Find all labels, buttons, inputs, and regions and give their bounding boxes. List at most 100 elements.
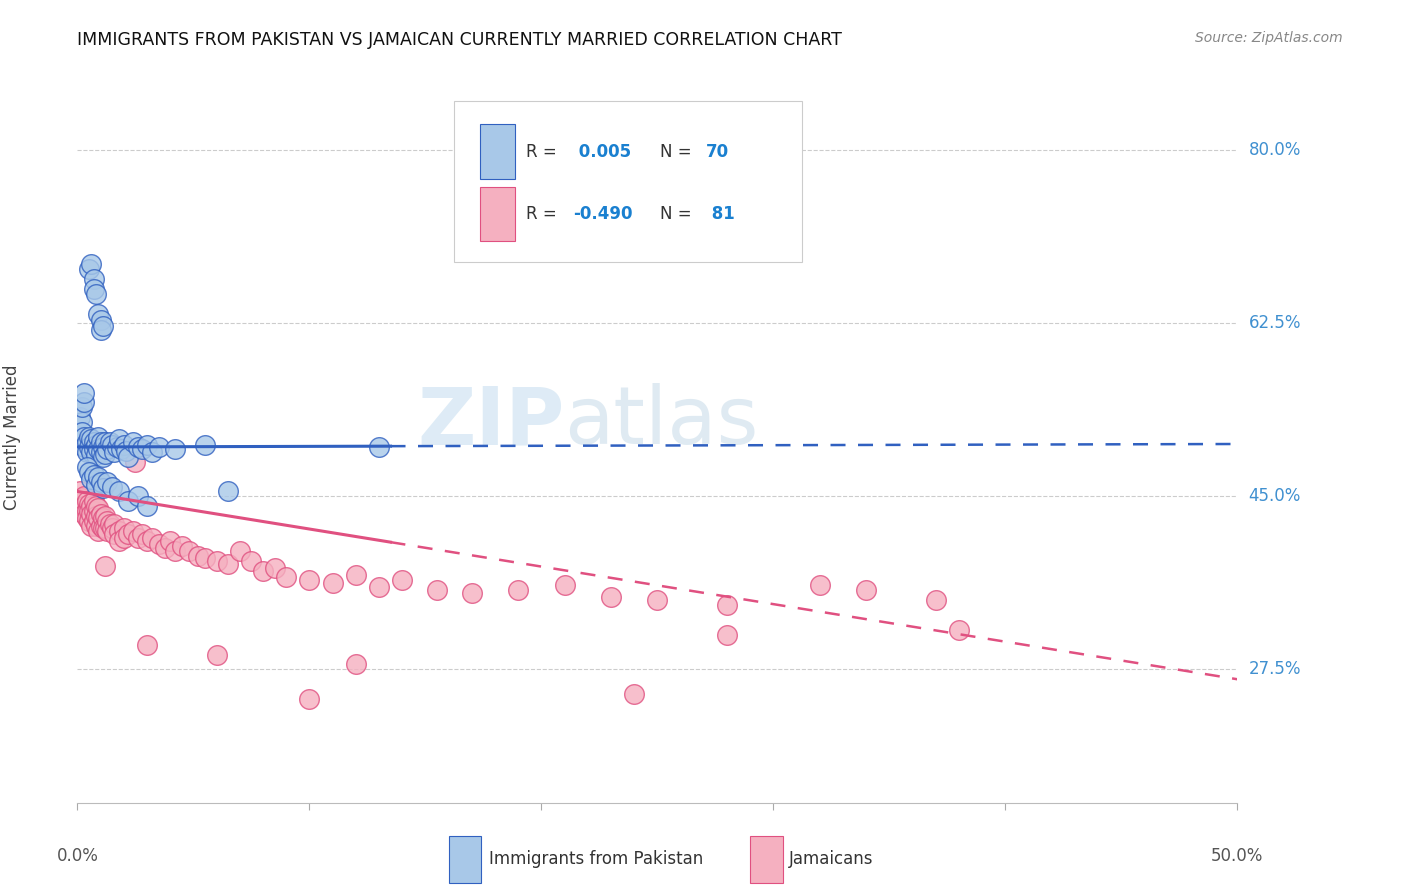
Point bbox=[80, 519, 103, 533]
Point bbox=[87, 511, 110, 525]
Point bbox=[84, 438, 107, 452]
Text: -0.490: -0.490 bbox=[572, 205, 633, 223]
Text: 50.0%: 50.0% bbox=[1211, 847, 1264, 865]
Point bbox=[148, 537, 170, 551]
Point bbox=[124, 455, 146, 469]
Point bbox=[87, 430, 110, 444]
Point bbox=[263, 560, 285, 574]
Point bbox=[73, 440, 96, 454]
Point bbox=[110, 442, 132, 456]
Point bbox=[600, 591, 623, 605]
FancyBboxPatch shape bbox=[449, 836, 481, 883]
Text: 0.005: 0.005 bbox=[572, 143, 631, 161]
Point bbox=[101, 521, 124, 535]
Point bbox=[98, 435, 121, 450]
Point bbox=[141, 531, 163, 545]
Point bbox=[108, 484, 131, 499]
Point bbox=[77, 514, 100, 528]
Point bbox=[426, 583, 449, 598]
Point bbox=[105, 440, 128, 454]
FancyBboxPatch shape bbox=[751, 836, 783, 883]
Point bbox=[84, 509, 107, 524]
Point bbox=[76, 445, 98, 459]
Point bbox=[77, 430, 100, 444]
Point bbox=[135, 533, 157, 548]
Text: R =: R = bbox=[526, 143, 562, 161]
Point bbox=[70, 491, 93, 506]
Text: N =: N = bbox=[659, 205, 696, 223]
Point bbox=[80, 507, 103, 521]
Point bbox=[115, 444, 138, 458]
Point bbox=[90, 435, 111, 450]
Point bbox=[194, 550, 217, 565]
Point bbox=[252, 564, 274, 578]
Point bbox=[131, 527, 153, 541]
Point bbox=[76, 459, 98, 474]
Point bbox=[155, 541, 177, 555]
Point bbox=[83, 514, 105, 528]
Text: 81: 81 bbox=[706, 205, 735, 223]
Point bbox=[73, 489, 96, 503]
Point bbox=[122, 524, 145, 538]
Point bbox=[73, 507, 96, 521]
Point bbox=[163, 543, 186, 558]
Point bbox=[73, 500, 96, 514]
Point bbox=[554, 578, 576, 592]
Point bbox=[117, 494, 139, 508]
Point bbox=[91, 319, 114, 334]
Point bbox=[103, 527, 125, 541]
Point bbox=[461, 586, 484, 600]
Point bbox=[148, 440, 170, 454]
Point bbox=[855, 583, 877, 598]
Point bbox=[321, 576, 344, 591]
Point bbox=[80, 257, 103, 271]
Point bbox=[77, 262, 100, 277]
Text: 70: 70 bbox=[706, 143, 730, 161]
Point bbox=[112, 531, 135, 545]
Text: Source: ZipAtlas.com: Source: ZipAtlas.com bbox=[1195, 31, 1343, 45]
Point bbox=[808, 578, 831, 592]
Text: IMMIGRANTS FROM PAKISTAN VS JAMAICAN CURRENTLY MARRIED CORRELATION CHART: IMMIGRANTS FROM PAKISTAN VS JAMAICAN CUR… bbox=[77, 31, 842, 49]
Point bbox=[70, 500, 93, 514]
Point bbox=[108, 432, 131, 446]
Point bbox=[77, 440, 100, 454]
Point bbox=[103, 445, 125, 459]
Point bbox=[91, 521, 114, 535]
Point bbox=[101, 479, 124, 493]
Text: 45.0%: 45.0% bbox=[1249, 487, 1301, 506]
Point bbox=[76, 494, 98, 508]
Point bbox=[84, 477, 107, 491]
Point bbox=[83, 435, 105, 450]
Point bbox=[94, 435, 117, 450]
Point bbox=[87, 442, 110, 456]
Point bbox=[70, 425, 93, 439]
Point bbox=[76, 511, 98, 525]
Point bbox=[90, 323, 111, 337]
Point bbox=[716, 628, 738, 642]
Point bbox=[87, 306, 110, 320]
Point bbox=[117, 450, 139, 464]
Point bbox=[298, 692, 321, 706]
Point bbox=[77, 497, 100, 511]
Point bbox=[87, 524, 110, 538]
Text: 62.5%: 62.5% bbox=[1249, 314, 1301, 333]
Point bbox=[91, 440, 114, 454]
Point bbox=[344, 568, 367, 582]
Point bbox=[70, 401, 93, 415]
Point bbox=[73, 395, 96, 409]
Point bbox=[96, 475, 118, 489]
Point bbox=[98, 517, 121, 532]
Point bbox=[84, 500, 107, 514]
Point bbox=[80, 445, 103, 459]
Point bbox=[131, 442, 153, 456]
Point bbox=[83, 282, 105, 296]
Point bbox=[108, 524, 131, 538]
Point bbox=[177, 543, 200, 558]
Point bbox=[298, 574, 321, 588]
Point bbox=[91, 450, 114, 464]
Point bbox=[77, 504, 100, 518]
Point bbox=[83, 272, 105, 286]
Point bbox=[716, 598, 738, 612]
FancyBboxPatch shape bbox=[479, 124, 515, 179]
Point bbox=[163, 442, 186, 456]
